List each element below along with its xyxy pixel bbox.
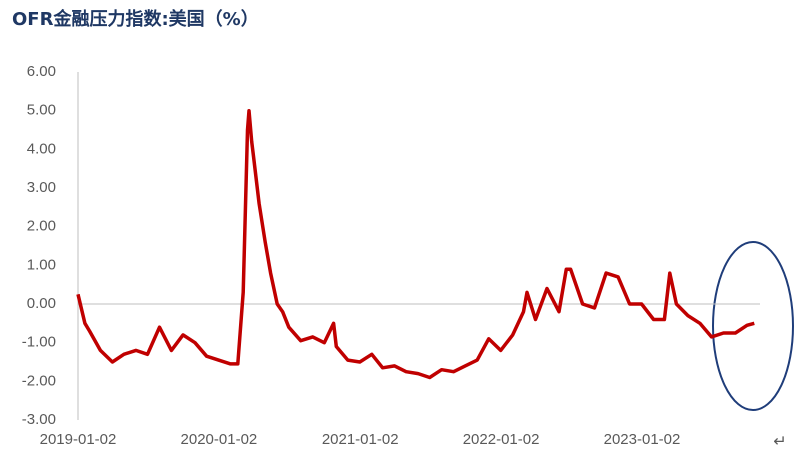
x-tick-label: 2022-01-02 xyxy=(463,431,540,448)
x-tick-label: 2020-01-02 xyxy=(181,431,258,448)
y-tick-label: 2.00 xyxy=(27,218,56,235)
highlight-ellipse xyxy=(712,241,794,411)
y-tick-label: 6.00 xyxy=(27,63,56,80)
corner-mark: ↵ xyxy=(773,432,786,451)
x-tick-label: 2019-01-02 xyxy=(40,431,117,448)
chart-title: OFR金融压力指数:美国（%） xyxy=(12,8,259,30)
y-tick-label: 1.00 xyxy=(27,256,56,273)
y-tick-label: -3.00 xyxy=(22,411,56,428)
y-tick-label: 0.00 xyxy=(27,295,56,312)
data-line xyxy=(76,108,755,380)
y-tick-label: 4.00 xyxy=(27,140,56,157)
y-tick-label: 5.00 xyxy=(27,102,56,119)
x-tick-label: 2023-01-02 xyxy=(604,431,681,448)
y-tick-label: -2.00 xyxy=(22,372,56,389)
y-tick-label: 3.00 xyxy=(27,179,56,196)
x-tick-label: 2021-01-02 xyxy=(322,431,399,448)
y-tick-label: -1.00 xyxy=(22,334,56,351)
